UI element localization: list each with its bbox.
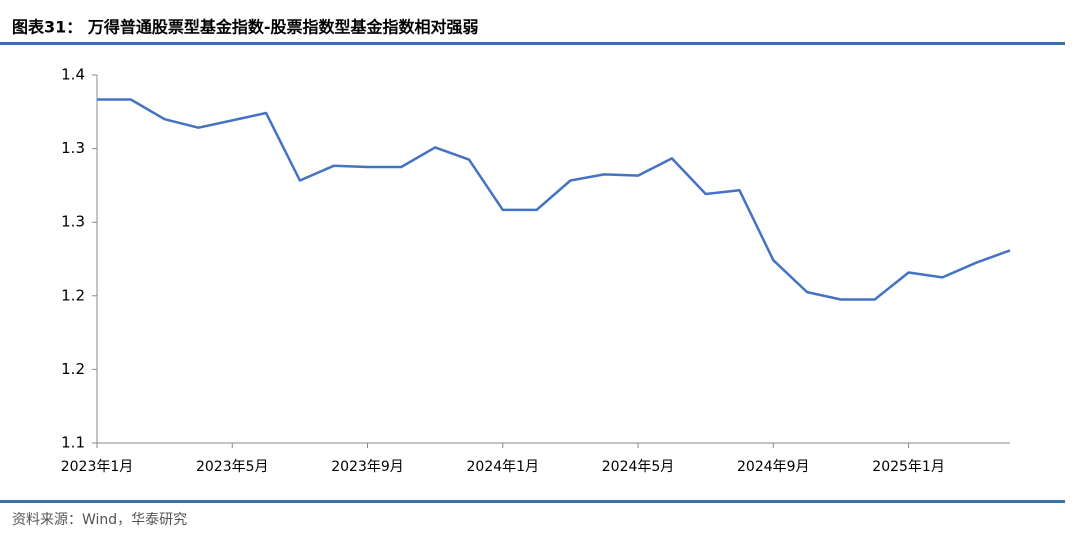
footer-rule <box>0 500 1065 503</box>
y-tick-label: 1.1 <box>61 434 85 452</box>
y-tick-label: 1.2 <box>61 286 85 304</box>
chart-title: 图表31： 万得普通股票型基金指数-股票指数型基金指数相对强弱 <box>12 18 478 37</box>
y-tick-label: 1.2 <box>61 360 85 378</box>
y-tick-label: 1.3 <box>61 213 85 231</box>
x-tick-label: 2024年5月 <box>602 459 675 475</box>
y-tick-label: 1.4 <box>61 66 85 84</box>
x-tick-label: 2023年1月 <box>61 459 134 475</box>
x-tick-label: 2025年1月 <box>872 459 945 475</box>
y-tick-label: 1.3 <box>61 139 85 157</box>
x-tick-label: 2023年9月 <box>331 459 404 475</box>
x-tick-label: 2024年9月 <box>737 459 810 475</box>
source-note: 资料来源：Wind，华泰研究 <box>12 512 187 528</box>
x-tick-label: 2023年5月 <box>196 459 269 475</box>
header-rule <box>0 42 1065 45</box>
x-tick-label: 2024年1月 <box>467 459 540 475</box>
series-line <box>97 98 1011 301</box>
